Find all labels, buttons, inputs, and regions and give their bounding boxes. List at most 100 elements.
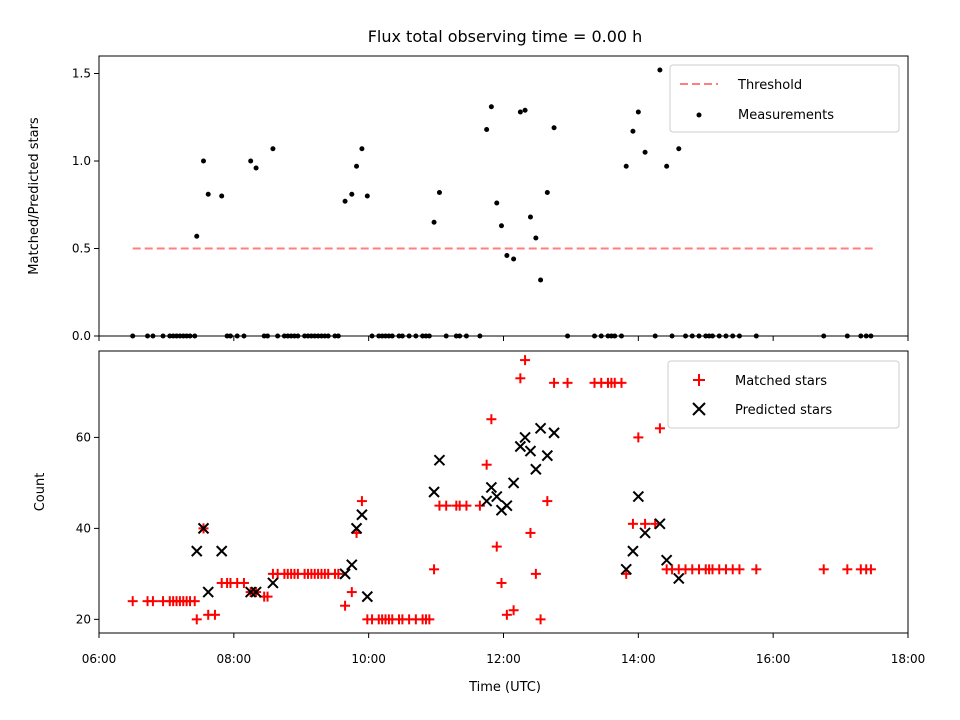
predicted-star-point [654,518,666,530]
measurement-point [349,191,355,197]
matched-star-point [640,518,651,529]
measurement-point [399,333,405,339]
measurement-point [635,109,641,115]
measurement-point [335,333,341,339]
predicted-star-point [491,490,503,503]
matched-star-point [333,568,344,579]
matched-star-point [486,414,497,425]
measurement-point [194,233,200,239]
top-y-tick-label: 1.0 [72,154,91,168]
measurement-point [463,333,469,339]
predicted-star-point [480,495,493,507]
matched-star-point [238,577,249,588]
measurement-point [664,163,670,169]
measurement-point [200,158,206,164]
top-y-axis-label: Matched/Predicted stars [27,117,42,275]
matched-star-point [424,614,435,625]
predicted-star-point [215,545,228,557]
top-legend-box [669,64,900,133]
measurement-point [623,163,629,169]
measurement-point [544,190,550,195]
matched-star-point [191,614,202,625]
measurement-point [753,333,759,339]
measurement-point [538,277,544,283]
measurement-point [477,333,483,339]
matched-star-point [340,600,351,611]
predicted-star-point [191,545,203,557]
top-panel: 0.0 0.5 1.0 1.5 Matched/Predicted stars Thr… [27,55,909,343]
predicted-star-point [202,586,214,598]
measurement-point [187,333,193,339]
measurement-point [325,333,331,339]
measurement-point [642,149,648,155]
measurement-point [709,333,715,339]
measurement-point [253,165,259,171]
x-tick-label: 08:00 [217,652,252,666]
measurement-point [522,107,528,113]
x-tick-label: 06:00 [82,652,117,666]
measurement-point [205,191,211,197]
predicted-star-point [346,559,358,571]
predicted-star-point [197,522,210,535]
matched-star-point [520,355,531,366]
measurement-point [457,333,463,339]
predicted-star-point [627,545,639,557]
matched-star-point [525,527,536,538]
measurement-point [844,333,850,339]
matched-star-point [491,541,502,552]
measurements-legend-label: Measurements [738,108,834,123]
matched-star-point [189,596,200,607]
measurement-point [241,333,247,339]
top-legend: Threshold Measurements [669,64,900,133]
measurement-point [488,104,494,110]
chart-title: Flux total observing time = 0.00 h [368,27,643,46]
measurement-point [426,333,432,339]
measurement-point [436,190,442,195]
measurement-point [669,333,675,339]
predicted-legend-swatch [692,402,706,416]
measurement-point [533,235,539,241]
matched-star-point [818,564,829,575]
x-tick-label: 18:00 [891,652,926,666]
threshold-legend-label: Threshold [737,78,802,93]
matched-star-point [865,564,876,575]
measurement-point [150,333,156,339]
top-y-tick-label: 1.5 [72,67,91,81]
top-y-tick-label: 0.5 [72,242,91,256]
predicted-star-point [485,481,498,494]
matched-star-point [441,500,452,511]
bottom-y-axis-label: Count [33,473,48,512]
measurement-point [612,333,618,339]
measurement-point [431,219,437,225]
matched-star-point [562,377,573,388]
x-tick-label: 16:00 [756,652,791,666]
bottom-legend: Matched stars Predicted stars [667,360,900,429]
matched-star-point [535,614,546,625]
measurement-point [821,333,827,339]
bottom-y-tick-label: 60 [76,430,91,444]
matched-star-point [501,609,512,620]
matched-star-point [654,423,665,434]
predicted-star-point [433,454,446,466]
measurement-point [676,146,682,152]
predicted-star-point [428,486,440,498]
measurement-point [527,214,533,220]
predicted-star-point [541,449,554,462]
measurement-point [652,333,658,339]
measurement-point [565,333,571,339]
predicted-star-point [524,445,537,457]
matched-legend-swatch [693,374,705,386]
matched-star-point [346,587,357,598]
x-axis-label: Time (UTC) [468,680,541,695]
measurement-point [364,193,370,199]
predicted-star-point [350,522,363,535]
matched-star-point [481,459,492,470]
measurement-point [265,333,271,339]
bottom-y-tick-label: 20 [76,612,91,626]
predicted-star-point [250,586,262,598]
bottom-legend-box [667,360,900,429]
measurement-point [598,333,604,339]
x-tick-label: 10:00 [351,652,386,666]
measurement-point [219,193,225,199]
